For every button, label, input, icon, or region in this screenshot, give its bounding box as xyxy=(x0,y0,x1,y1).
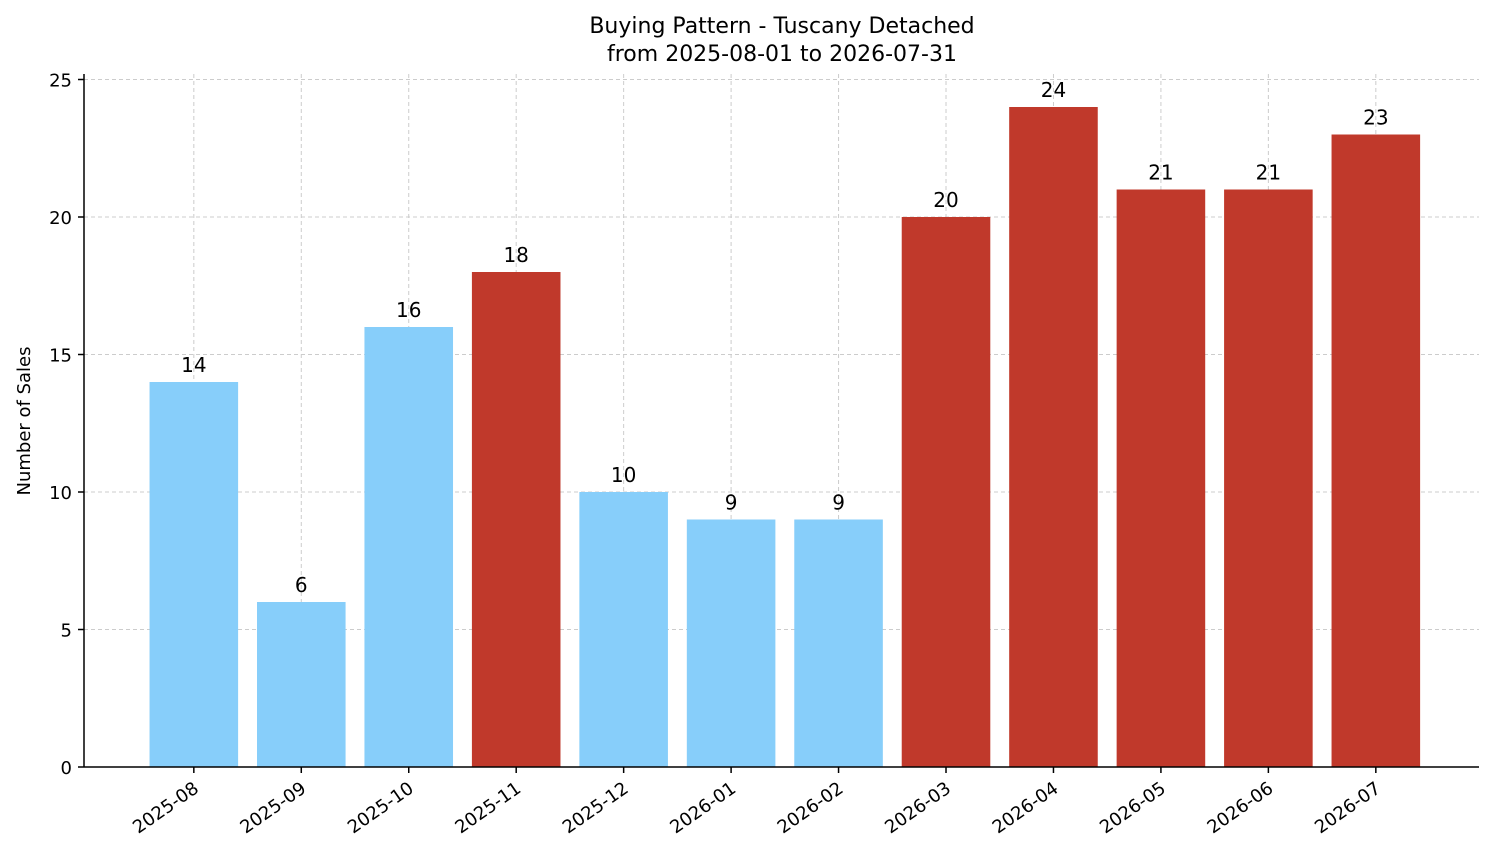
bar-2026-07 xyxy=(1331,134,1421,767)
data-label-2026-03: 20 xyxy=(933,188,958,212)
data-label-2026-02: 9 xyxy=(832,491,845,515)
bar-2026-03 xyxy=(901,217,991,767)
chart-title: Buying Pattern - Tuscany Detached xyxy=(589,14,974,39)
bar-2026-02 xyxy=(794,519,883,767)
bar-2026-01 xyxy=(686,519,776,767)
y-ticks: 0 5 10 15 20 25 xyxy=(49,71,84,779)
data-label-2025-09: 6 xyxy=(295,573,308,597)
x-tick-label: 2026-02 xyxy=(774,778,848,838)
data-label-2026-06: 21 xyxy=(1256,161,1281,185)
data-label-2025-12: 10 xyxy=(611,463,636,487)
y-tick-label: 0 xyxy=(61,758,72,779)
data-label-2025-08: 14 xyxy=(181,353,206,377)
bars xyxy=(149,107,1421,767)
x-tick-label: 2026-04 xyxy=(989,778,1063,838)
x-tick-label: 2025-10 xyxy=(344,778,418,838)
bar-2026-04 xyxy=(1009,107,1098,767)
axes xyxy=(83,74,1479,768)
y-axis-label: Number of Sales xyxy=(14,346,35,495)
bar-2025-11 xyxy=(471,272,561,767)
bar-2025-12 xyxy=(579,492,668,767)
data-label-2026-01: 9 xyxy=(725,491,738,515)
x-tick-label: 2025-09 xyxy=(236,778,310,838)
x-tick-label: 2025-08 xyxy=(129,778,203,838)
y-tick-label: 15 xyxy=(49,346,72,367)
bar-2025-08 xyxy=(149,382,239,767)
x-tick-label: 2026-03 xyxy=(881,778,955,838)
x-ticks: 2025-08 2025-09 2025-10 2025-11 2025-12 2026-… xyxy=(129,767,1385,838)
bar-2026-05 xyxy=(1116,189,1206,767)
data-label-2026-05: 21 xyxy=(1148,161,1173,185)
y-tick-label: 5 xyxy=(61,621,72,642)
bar-2026-06 xyxy=(1224,189,1313,767)
bar-2025-09 xyxy=(256,602,346,767)
data-label-2025-10: 16 xyxy=(396,298,421,322)
y-tick-label: 25 xyxy=(49,71,72,92)
x-tick-label: 2026-05 xyxy=(1096,778,1170,838)
chart-title-group: Buying Pattern - Tuscany Detached from 2… xyxy=(589,14,974,67)
y-tick-label: 10 xyxy=(49,483,72,504)
x-tick-label: 2026-06 xyxy=(1204,778,1278,838)
data-label-2026-04: 24 xyxy=(1041,78,1066,102)
x-tick-label: 2026-07 xyxy=(1311,778,1385,838)
x-tick-label: 2026-01 xyxy=(666,778,740,838)
data-label-2025-11: 18 xyxy=(503,243,528,267)
bar-2025-10 xyxy=(364,327,454,767)
x-tick-label: 2025-12 xyxy=(559,778,633,838)
x-tick-label: 2025-11 xyxy=(451,778,525,838)
y-tick-label: 20 xyxy=(49,208,72,229)
chart-subtitle: from 2025-08-01 to 2026-07-31 xyxy=(607,42,957,67)
data-label-2026-07: 23 xyxy=(1363,106,1388,130)
data-labels: 14 6 16 18 10 9 9 20 24 21 21 23 xyxy=(181,78,1388,597)
